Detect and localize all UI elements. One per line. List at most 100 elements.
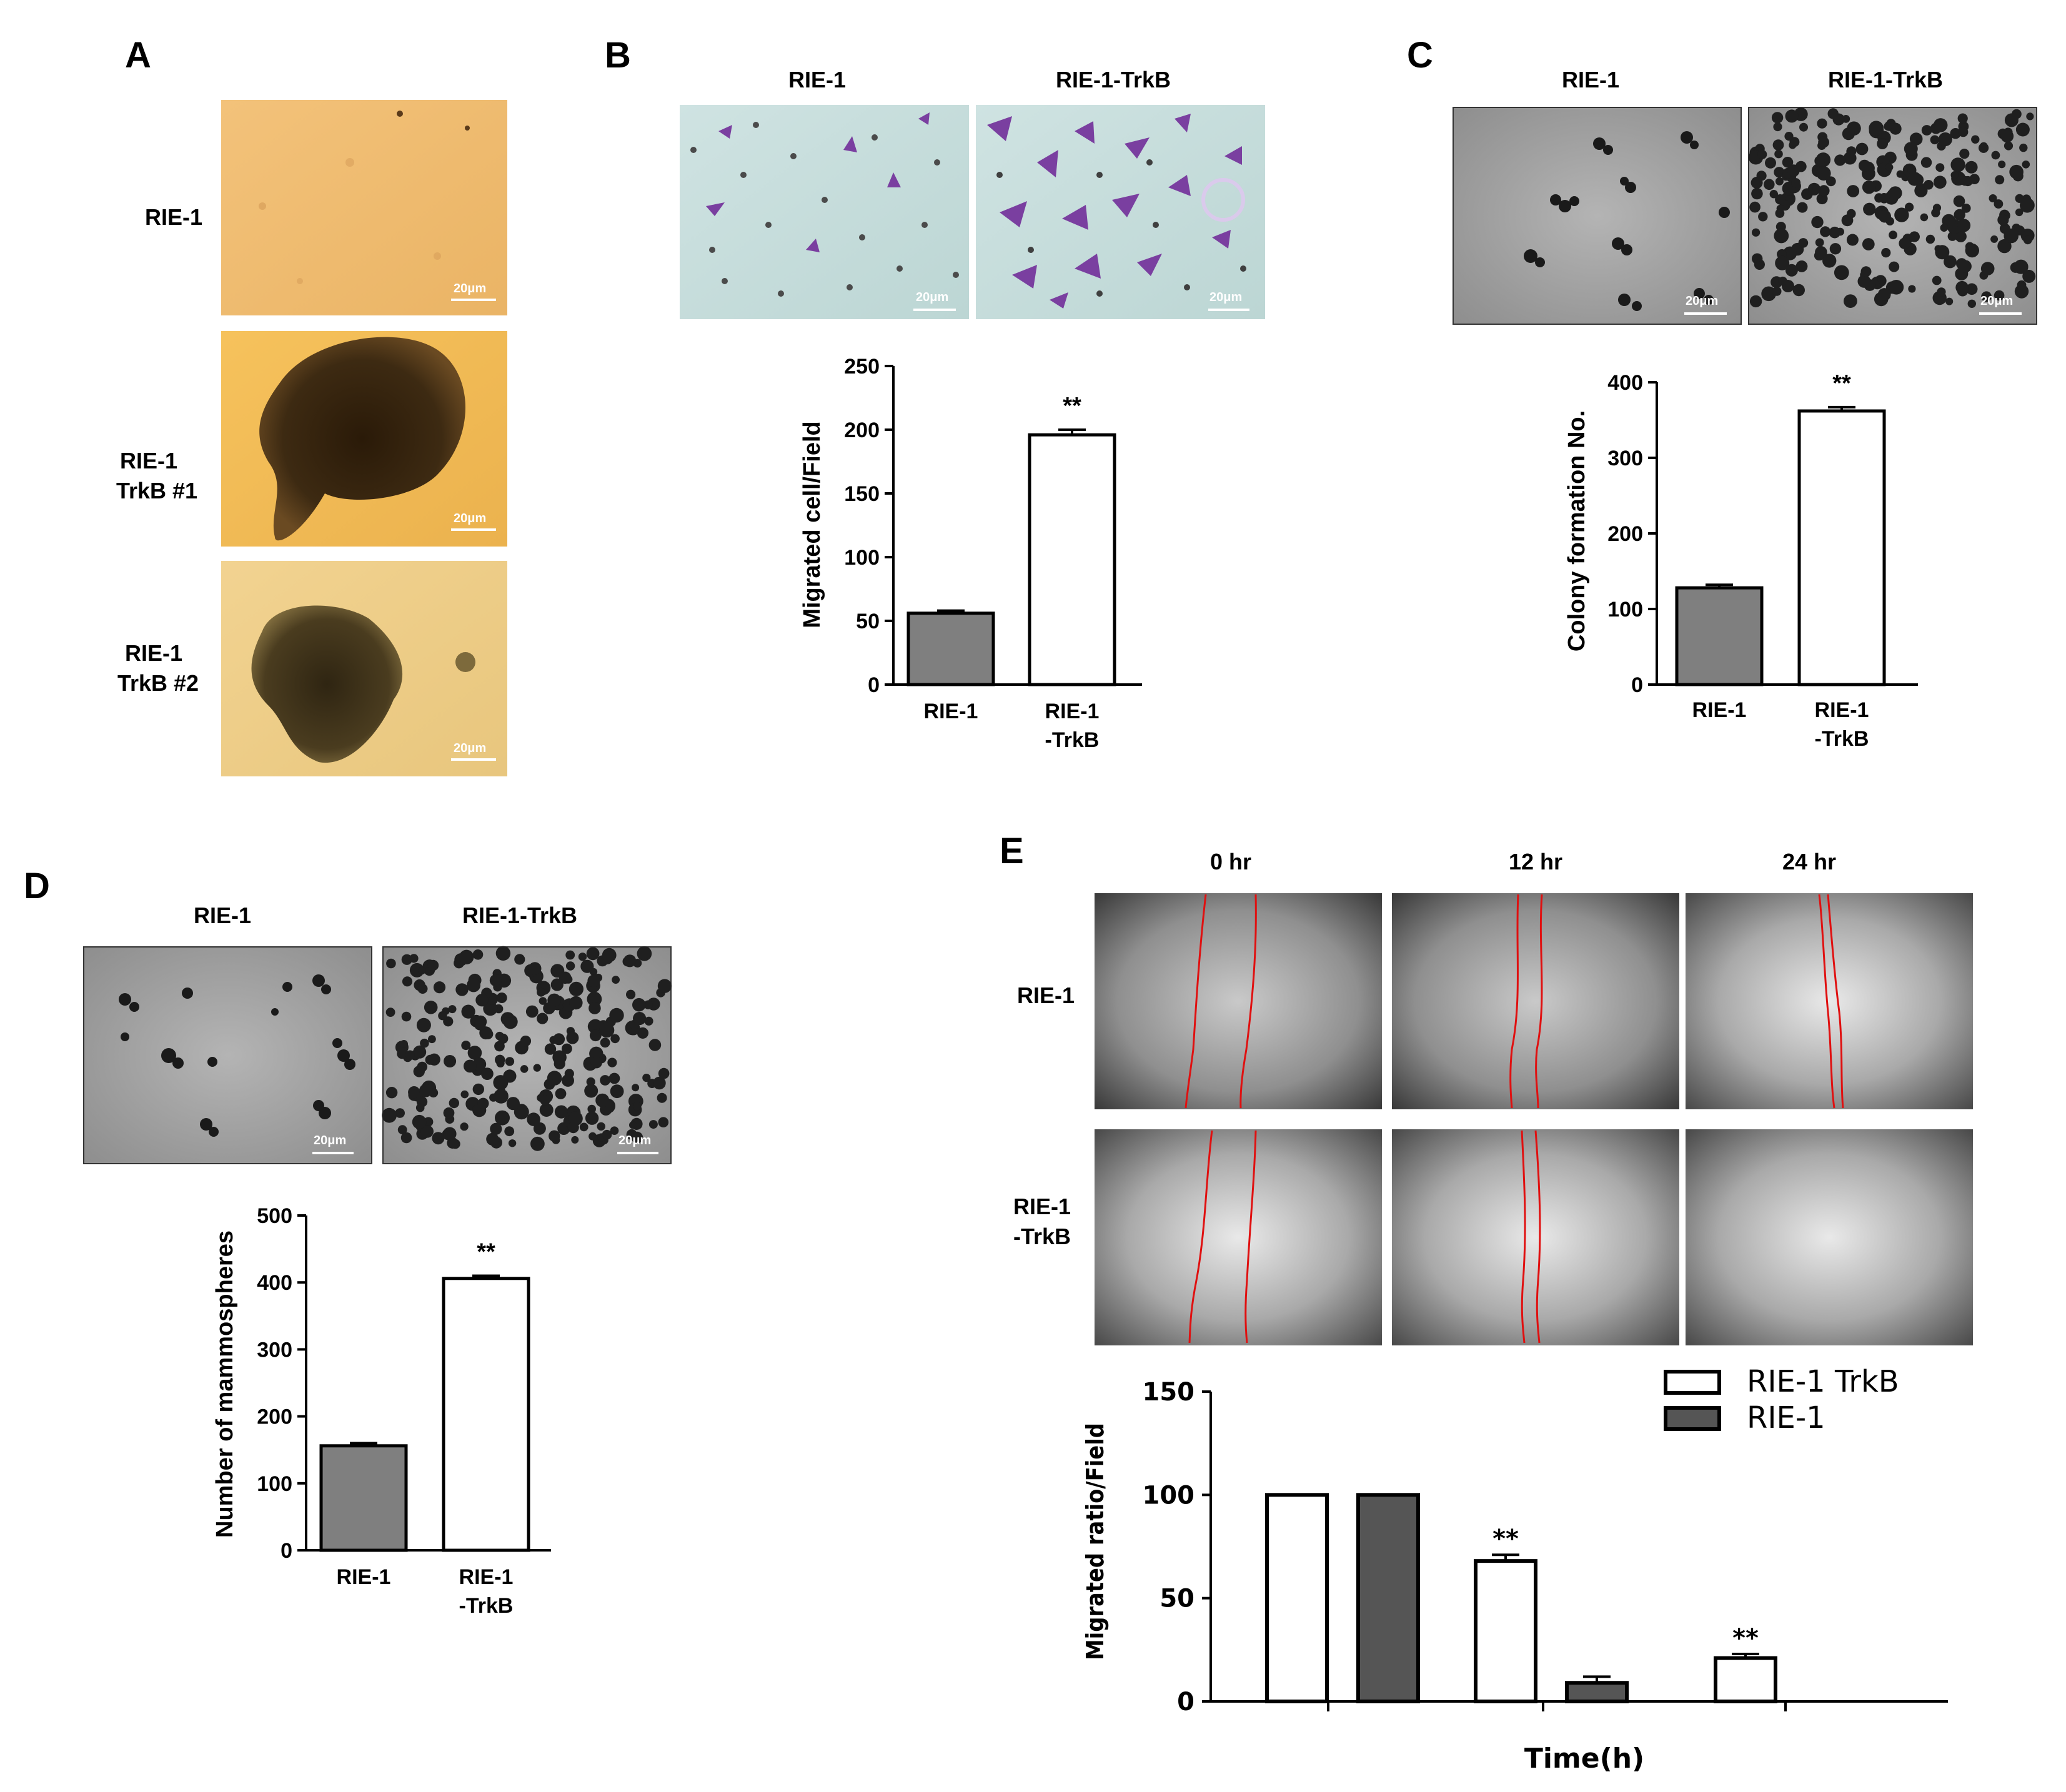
colony-dot (562, 1074, 574, 1087)
panel-c-ytick-0: 0 (1631, 673, 1643, 697)
colony-dot (2009, 164, 2024, 179)
colony-dot (567, 1122, 579, 1134)
colony-dot (597, 1122, 605, 1131)
colony-dot (504, 1126, 515, 1137)
colony-dot (444, 1055, 457, 1067)
colony-dot (544, 1043, 557, 1055)
colony-dot (474, 1018, 486, 1031)
panel-e-xlabel: Time(h) (1524, 1743, 1644, 1775)
panel-c-ytick-1: 100 (1607, 598, 1643, 621)
colony-dot (1787, 164, 1800, 177)
colony-dot (1879, 193, 1890, 204)
colony-dot (475, 994, 489, 1007)
colony-dot (495, 1110, 510, 1126)
panel-c-image-title-2: RIE-1-TrkB (1828, 67, 1943, 92)
colony-dot (400, 1132, 412, 1144)
panel-e-ytick-1: 50 (1160, 1585, 1194, 1613)
colony-dot (1815, 246, 1827, 259)
colony-dot (1878, 210, 1891, 223)
panel-a-scalebar-1: 20μm (454, 282, 486, 295)
panel-e-bar-series0-group1 (1474, 1559, 1537, 1704)
colony-dot (657, 1092, 667, 1103)
colony-dot (550, 978, 564, 991)
colony-dot (2020, 197, 2035, 213)
panel-d-ytick-2: 200 (257, 1405, 292, 1429)
colony-dot (1905, 202, 1914, 212)
colony-dot (1981, 291, 1992, 302)
colony-dot (424, 1001, 438, 1014)
colony-dot (1817, 118, 1827, 129)
colony-dot (1967, 299, 1976, 308)
legend-swatch-rie1 (1664, 1406, 1721, 1431)
panel-d-ytick-0: 0 (281, 1539, 292, 1563)
colony-dot (455, 983, 469, 996)
colony-dot (1855, 142, 1869, 156)
colony-dot (402, 976, 413, 987)
colony-dot (1857, 275, 1871, 288)
panel-e-row-label-2-line1: RIE-1 (1013, 1194, 1071, 1219)
panel-c-significance-1: ** (1832, 370, 1851, 397)
colony-dot (587, 974, 600, 988)
colony-dot (483, 1001, 498, 1016)
colony-dot (520, 1065, 529, 1073)
colony-dot (1953, 195, 1965, 207)
panel-d-xtick-2-line1: RIE-1 (459, 1565, 514, 1589)
colony-dot (493, 1075, 509, 1091)
colony-dot (1907, 165, 1917, 174)
colony-dot (1782, 156, 1794, 168)
colony-dot (610, 1084, 624, 1099)
legend-swatch-rie1-trkb (1664, 1370, 1721, 1395)
colony-dot (559, 971, 572, 984)
colony-dot (1785, 264, 1798, 277)
colony-dot (427, 959, 439, 971)
legend-label-rie1-trkb: RIE-1 TrkB (1747, 1364, 1899, 1399)
colony-dot (1979, 142, 1989, 153)
colony-dot (555, 1088, 567, 1099)
colony-dot (2019, 143, 2028, 152)
panel-c-ytick-3: 300 (1607, 447, 1643, 470)
colony-dot (586, 1077, 595, 1087)
colony-dot (590, 1057, 602, 1069)
colony-dot (386, 958, 396, 969)
colony-dot (1889, 280, 1904, 295)
panel-c-scalebar-1: 20μm (1686, 294, 1718, 308)
colony-dot (1797, 202, 1808, 213)
colony-dot (438, 1011, 447, 1021)
panel-b-image-title-1: RIE-1 (788, 67, 846, 92)
colony-dot (1758, 212, 1768, 222)
panel-b-letter: B (605, 35, 631, 76)
colony-dot (1950, 128, 1961, 139)
colony-dot (540, 1095, 550, 1106)
colony-dot (589, 1046, 603, 1061)
colony-dot (1776, 204, 1784, 213)
colony-dot (1971, 135, 1980, 144)
colony-dot (1908, 285, 1916, 293)
colony-dot (578, 953, 587, 961)
colony-dot (533, 1064, 541, 1072)
colony-dot (1834, 265, 1849, 280)
panel-e-image-trkb-24hr (1686, 1129, 1973, 1345)
colony-dot (415, 1103, 425, 1112)
panel-a-letter: A (125, 35, 151, 76)
colony-dot (1825, 176, 1836, 187)
colony-dot (401, 1011, 412, 1022)
panel-a-image-rie1 (221, 100, 507, 315)
colony-dot (420, 1038, 429, 1048)
colony-dot (585, 1111, 599, 1125)
panel-e-row-label-1: RIE-1 (1017, 983, 1075, 1008)
panel-e-bar-series1-group0 (1356, 1493, 1420, 1703)
colony-dot (600, 1075, 610, 1086)
colony-dot (482, 1029, 494, 1039)
panel-e-bar-series0-group0 (1265, 1493, 1329, 1703)
panel-c-ylabel: Colony formation No. (1564, 410, 1590, 651)
colony-dot (1959, 149, 1970, 159)
colony-dot (1811, 215, 1824, 229)
panel-c-image-title-1: RIE-1 (1562, 67, 1619, 92)
colony-dot (623, 954, 637, 968)
colony-dot (1752, 228, 1761, 237)
colony-dot (1847, 185, 1860, 197)
panel-e-letter: E (1000, 831, 1024, 871)
colony-dot (1814, 156, 1825, 166)
panel-b-image-title-2: RIE-1-TrkB (1056, 67, 1171, 92)
colony-dot (1947, 231, 1957, 241)
